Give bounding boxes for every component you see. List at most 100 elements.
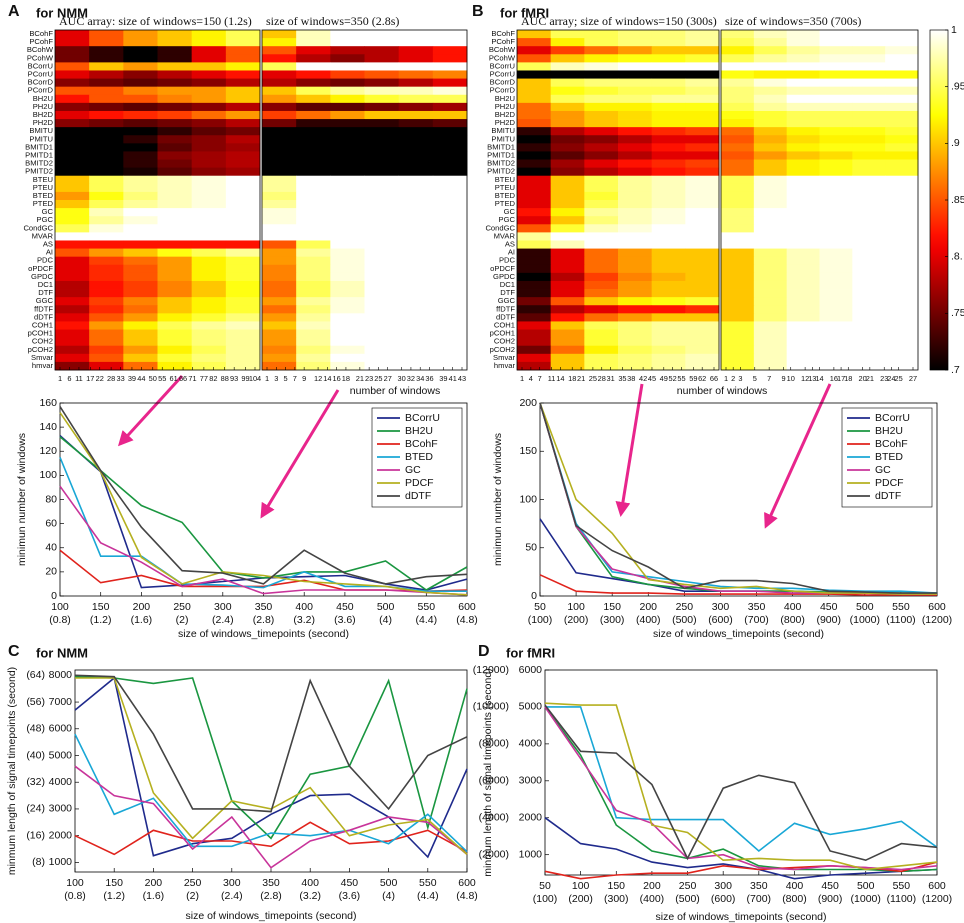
row-label: AI — [46, 248, 53, 257]
y-tick-label: 100 — [519, 493, 537, 505]
heatmap-cell — [225, 78, 261, 88]
heatmap-cell — [364, 200, 400, 209]
heatmap-cell — [584, 86, 619, 96]
heatmap-cell — [123, 289, 158, 298]
x-tick-label: 14 — [815, 374, 823, 383]
row-label: PGC — [37, 215, 54, 224]
legend-label: BTED — [405, 451, 433, 463]
heatmap-cell — [618, 54, 653, 63]
heatmap-cell — [398, 345, 434, 355]
heatmap-cell — [584, 256, 619, 266]
heatmap-cell — [364, 289, 400, 298]
heatmap-cell — [89, 175, 124, 185]
heatmap-cell — [753, 208, 788, 217]
heatmap-cell — [517, 167, 552, 177]
heatmap-cell — [432, 200, 468, 209]
heatmap-cell — [517, 38, 552, 47]
heatmap-cell — [262, 272, 297, 282]
heatmap-cell — [157, 208, 193, 217]
heatmap-cell — [651, 200, 686, 209]
x-tick-label: 350 — [750, 880, 768, 892]
heatmap-cell — [364, 30, 400, 39]
row-label: DC1 — [500, 280, 515, 289]
heatmap-cell — [123, 46, 158, 55]
heatmap-cell — [432, 224, 468, 233]
heatmap-cell — [721, 167, 755, 177]
heatmap-cell — [852, 353, 886, 363]
heatmap-cell — [191, 86, 227, 96]
heatmap-cell — [55, 46, 90, 55]
heatmap-cell — [296, 329, 331, 339]
heatmap-cell — [432, 289, 468, 298]
row-label: PTEU — [33, 183, 53, 192]
heatmap-cell — [364, 135, 400, 144]
heatmap-cell — [618, 38, 653, 47]
colorbar-tick-label: .75 — [951, 307, 964, 319]
x-tick-sublabel: (0.8) — [49, 614, 71, 626]
heatmap-cell — [89, 46, 124, 55]
legend-label: dDTF — [405, 490, 431, 502]
heatmap-cell — [618, 345, 653, 355]
heatmap-cell — [123, 159, 158, 169]
heatmap-cell — [432, 86, 468, 96]
heatmap-cell — [819, 297, 853, 306]
heatmap-cell — [364, 321, 400, 330]
heatmap-cell — [550, 224, 585, 233]
x-tick-label: 25 — [589, 374, 597, 383]
heatmap-cell — [584, 46, 619, 55]
heatmap-cell — [432, 46, 468, 55]
heatmap-cell — [330, 54, 365, 63]
x-tick-label: 18 — [342, 374, 350, 383]
panel-heading: for fMRI — [500, 5, 549, 20]
x-tick-label: 93 — [230, 374, 238, 383]
heatmap-cell — [55, 329, 90, 339]
heatmap-cell — [191, 127, 227, 136]
row-label: BCorrD — [490, 78, 516, 87]
heatmap-cell — [618, 248, 653, 258]
heatmap-cell — [157, 38, 193, 47]
heatmap-cell — [123, 151, 158, 160]
colorbar-tick-label: .8. — [951, 250, 963, 262]
x-tick-label: 100 — [66, 877, 84, 889]
x-tick-label: 77 — [200, 374, 208, 383]
heatmap-cell — [123, 78, 158, 88]
heatmap-cell — [852, 94, 886, 104]
heatmap-cell — [89, 337, 124, 347]
heatmap-cell — [157, 78, 193, 88]
x-tick-sublabel: (800) — [782, 893, 807, 905]
heatmap-cell — [432, 191, 468, 201]
x-axis-label: number of windows — [677, 385, 767, 397]
heatmap-cell — [296, 240, 331, 249]
heatmap-cell — [296, 102, 331, 112]
heatmap-cell — [296, 159, 331, 169]
heatmap-cell — [123, 248, 158, 258]
heatmap-cell — [89, 272, 124, 282]
heatmap-cell — [819, 38, 853, 47]
heatmap-cell — [685, 54, 720, 63]
heatmap-cell — [157, 264, 193, 274]
heatmap-cell — [753, 102, 788, 112]
heatmap-cell — [885, 361, 919, 371]
row-label: PTEU — [495, 183, 515, 192]
x-tick-sublabel: (100) — [533, 893, 558, 905]
x-tick-sublabel: (600) — [708, 614, 733, 626]
heatmap-cell — [296, 46, 331, 55]
heatmap-cell — [191, 167, 227, 177]
heatmap-cell — [651, 38, 686, 47]
x-tick-label: 250 — [184, 877, 202, 889]
row-label: pCOH2 — [28, 345, 53, 354]
heatmap-cell — [296, 94, 331, 104]
x-tick-sublabel: (2.4) — [212, 614, 234, 626]
heatmap-cell — [55, 38, 90, 47]
heatmap-cell — [225, 321, 261, 330]
heatmap-cell — [685, 86, 720, 96]
x-tick-label: 400 — [295, 601, 313, 613]
heatmap-cell — [432, 305, 468, 314]
heatmap-cell — [685, 353, 720, 363]
heatmap-cell — [584, 329, 619, 339]
heatmap-cell — [432, 329, 468, 339]
heatmap-cell — [296, 297, 331, 306]
heatmap-cell — [685, 183, 720, 193]
heatmap-cell — [55, 345, 90, 355]
y-tick-label: 20 — [45, 566, 57, 578]
